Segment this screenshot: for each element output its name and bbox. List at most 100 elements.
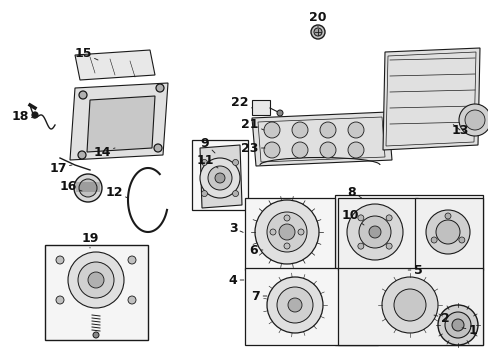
Polygon shape <box>200 145 242 208</box>
Polygon shape <box>75 50 155 80</box>
Circle shape <box>451 319 463 331</box>
Text: 8: 8 <box>347 185 361 198</box>
Text: 3: 3 <box>228 221 243 234</box>
Circle shape <box>430 237 436 243</box>
Bar <box>337 268 482 345</box>
Bar <box>192 140 247 210</box>
Circle shape <box>269 229 275 235</box>
Text: 14: 14 <box>93 145 115 158</box>
Circle shape <box>215 173 224 183</box>
Circle shape <box>386 215 391 221</box>
Circle shape <box>266 277 323 333</box>
Circle shape <box>458 104 488 136</box>
Bar <box>251 100 269 115</box>
Circle shape <box>464 110 484 130</box>
Text: 2: 2 <box>433 311 448 324</box>
Circle shape <box>78 262 114 298</box>
Polygon shape <box>382 48 479 150</box>
Circle shape <box>287 298 302 312</box>
Circle shape <box>32 112 38 118</box>
Circle shape <box>79 91 87 99</box>
Circle shape <box>264 122 280 138</box>
Circle shape <box>291 142 307 158</box>
Text: 21: 21 <box>241 117 264 131</box>
Circle shape <box>156 84 163 92</box>
Text: 6: 6 <box>249 243 262 256</box>
Text: 12: 12 <box>105 185 128 198</box>
Circle shape <box>56 256 64 264</box>
Circle shape <box>310 25 325 39</box>
Circle shape <box>154 144 162 152</box>
Circle shape <box>386 243 391 249</box>
Circle shape <box>393 289 425 321</box>
Text: 22: 22 <box>231 95 252 108</box>
Bar <box>244 198 334 270</box>
Circle shape <box>347 142 363 158</box>
Circle shape <box>254 200 318 264</box>
Text: 17: 17 <box>49 162 72 175</box>
Circle shape <box>232 159 238 166</box>
Text: 9: 9 <box>200 136 215 153</box>
Polygon shape <box>87 96 155 152</box>
Circle shape <box>458 237 464 243</box>
Polygon shape <box>417 202 479 268</box>
Circle shape <box>357 243 363 249</box>
Text: 4: 4 <box>228 274 244 287</box>
Circle shape <box>201 159 207 166</box>
Circle shape <box>201 190 207 197</box>
Circle shape <box>319 142 335 158</box>
Circle shape <box>279 224 294 240</box>
Bar <box>45 245 148 340</box>
Circle shape <box>93 332 99 338</box>
Circle shape <box>425 210 469 254</box>
Circle shape <box>200 158 240 198</box>
Circle shape <box>444 213 450 219</box>
Text: 19: 19 <box>81 231 99 248</box>
Text: 11: 11 <box>196 153 218 168</box>
Circle shape <box>207 166 231 190</box>
Circle shape <box>347 122 363 138</box>
Text: 1: 1 <box>461 324 476 337</box>
Text: 7: 7 <box>251 289 266 302</box>
Text: 15: 15 <box>74 46 98 60</box>
Polygon shape <box>70 83 168 160</box>
Circle shape <box>88 272 104 288</box>
Circle shape <box>68 252 124 308</box>
Text: 18: 18 <box>11 109 35 122</box>
Circle shape <box>266 212 306 252</box>
Bar <box>244 268 377 345</box>
Circle shape <box>437 305 477 345</box>
Circle shape <box>358 216 390 248</box>
Circle shape <box>276 110 283 116</box>
Circle shape <box>284 243 289 249</box>
Circle shape <box>357 215 363 221</box>
Circle shape <box>276 287 312 323</box>
Circle shape <box>128 256 136 264</box>
Text: 20: 20 <box>308 10 326 27</box>
Text: 16: 16 <box>59 180 82 193</box>
Text: 13: 13 <box>450 123 468 136</box>
Circle shape <box>313 28 321 36</box>
Circle shape <box>79 179 97 197</box>
Circle shape <box>56 296 64 304</box>
Bar <box>334 195 482 345</box>
Circle shape <box>232 190 238 197</box>
Polygon shape <box>251 112 391 166</box>
Circle shape <box>264 142 280 158</box>
Circle shape <box>368 226 380 238</box>
Circle shape <box>346 204 402 260</box>
Circle shape <box>381 277 437 333</box>
Circle shape <box>74 174 102 202</box>
Circle shape <box>128 296 136 304</box>
Bar <box>414 198 482 270</box>
Circle shape <box>444 312 470 338</box>
Circle shape <box>435 220 459 244</box>
Text: 5: 5 <box>407 264 422 276</box>
Circle shape <box>78 151 86 159</box>
Circle shape <box>319 122 335 138</box>
Text: 23: 23 <box>241 141 264 154</box>
Circle shape <box>297 229 304 235</box>
Circle shape <box>291 122 307 138</box>
Circle shape <box>284 215 289 221</box>
Bar <box>337 198 417 270</box>
